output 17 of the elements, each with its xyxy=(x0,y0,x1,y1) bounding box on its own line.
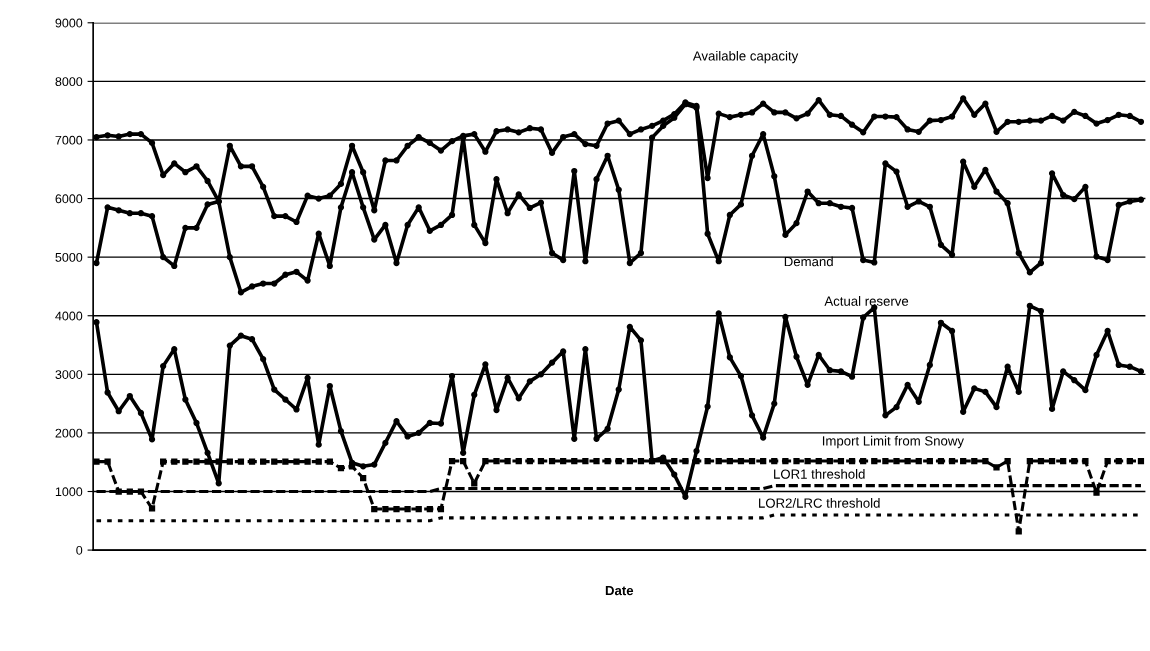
x-axis-title: Date xyxy=(605,586,634,596)
y-tick-label: 7000 xyxy=(55,135,83,145)
y-tick-label: 2000 xyxy=(55,428,83,438)
y-tick-label: 8000 xyxy=(55,77,83,87)
y-tick-label: 9000 xyxy=(55,18,83,28)
series-label: Demand xyxy=(784,256,833,267)
text: Available capacity xyxy=(692,50,799,64)
series-label: Import Limit from Snowy xyxy=(822,435,964,449)
y-tick-label: 4000 xyxy=(55,311,83,321)
series-label: Actual reserve xyxy=(824,296,909,306)
y-tick-label: 0 xyxy=(76,545,83,555)
y-tick-label: 3000 xyxy=(55,370,83,379)
y-tick-label: 6000 xyxy=(55,194,83,204)
y-tick-label: 1000 xyxy=(55,487,83,497)
series-label: LOR2/LRC threshold xyxy=(759,498,880,508)
y-tick-label: 5000 xyxy=(55,252,83,262)
series-label: LOR1 threshold xyxy=(774,469,865,479)
